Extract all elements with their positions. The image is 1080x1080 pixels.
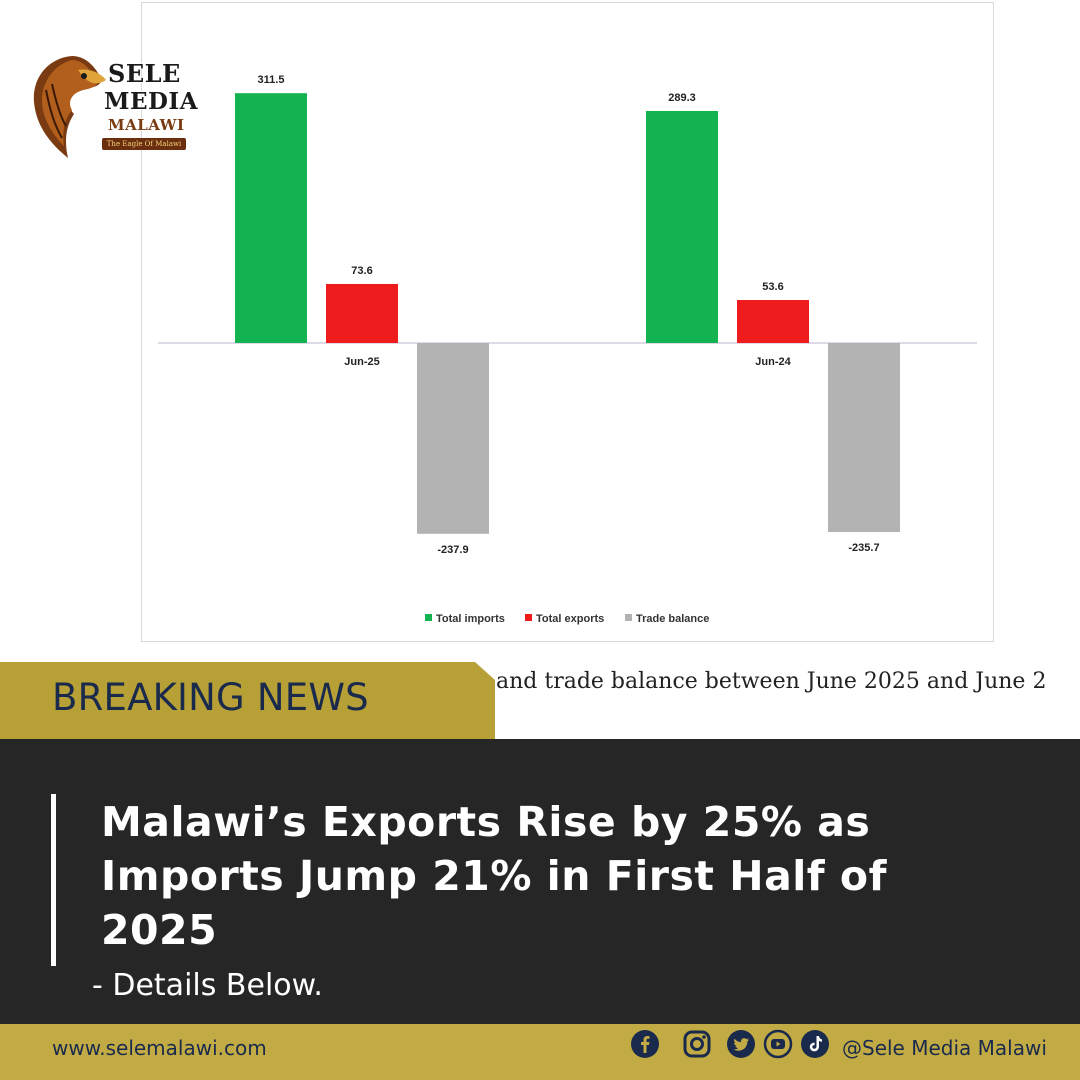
data-label: 311.5	[258, 74, 285, 86]
headline-line-3: 2025	[101, 906, 218, 954]
sele-media-logo: SELE MEDIA MALAWI The Eagle Of Malawi	[28, 50, 198, 165]
headline-line-1: Malawi’s Exports Rise by 25% as	[101, 798, 871, 846]
trade-bar-chart: 311.5 73.6 -237.9 Jun-25 289.3 53.6 -235.7 Jun-…	[158, 74, 977, 625]
x-tick-label: Jun-25	[344, 356, 379, 368]
bar-total-exports-jun-24	[737, 300, 809, 343]
legend-label: Total exports	[536, 613, 604, 625]
bar-trade-balance-jun-25	[417, 343, 489, 534]
data-label: 73.6	[351, 265, 372, 277]
breaking-news-tab	[0, 662, 495, 739]
legend-swatch	[525, 614, 532, 621]
logo-word-media: MEDIA	[104, 88, 199, 115]
data-label: 289.3	[668, 92, 696, 104]
legend-swatch	[425, 614, 432, 621]
eagle-icon	[33, 56, 106, 158]
chart-frame: 311.5 73.6 -237.9 Jun-25 289.3 53.6 -235.7 Jun-…	[141, 2, 994, 642]
legend-label: Total imports	[436, 613, 505, 625]
data-label: -235.7	[848, 542, 879, 554]
bar-trade-balance-jun-24	[828, 343, 900, 533]
legend-label: Trade balance	[636, 613, 709, 625]
logo-word-sele: SELE	[108, 59, 181, 88]
logo-word-malawi: MALAWI	[108, 116, 185, 134]
footer-bar	[0, 1024, 1080, 1080]
bar-total-exports-jun-25	[326, 283, 398, 343]
figure-caption: and trade balance between June 2025 and …	[496, 669, 1047, 694]
data-label: 53.6	[762, 281, 783, 293]
social-handle[interactable]: @Sele Media Malawi	[842, 1036, 1047, 1060]
x-tick-label: Jun-24	[755, 356, 791, 368]
logo-tagline: The Eagle Of Malawi	[102, 138, 186, 150]
twitter-icon[interactable]	[726, 1029, 756, 1059]
bar-total-imports-jun-24	[646, 110, 718, 343]
legend-swatch	[625, 614, 632, 621]
headline-panel	[0, 739, 1080, 1024]
breaking-news-label: BREAKING NEWS	[52, 676, 369, 719]
headline: Malawi’s Exports Rise by 25% as Imports …	[101, 795, 1001, 957]
website-link[interactable]: www.selemalawi.com	[52, 1036, 267, 1060]
bar-total-imports-jun-25	[235, 93, 307, 343]
data-label: -237.9	[437, 544, 468, 556]
tiktok-icon[interactable]	[800, 1029, 830, 1059]
facebook-icon[interactable]	[630, 1029, 660, 1059]
details-subline: - Details Below.	[92, 968, 323, 1003]
headline-line-2: Imports Jump 21% in First Half of	[101, 852, 887, 900]
headline-accent-bar	[51, 794, 56, 966]
instagram-icon[interactable]	[682, 1029, 712, 1059]
youtube-icon[interactable]	[763, 1029, 793, 1059]
